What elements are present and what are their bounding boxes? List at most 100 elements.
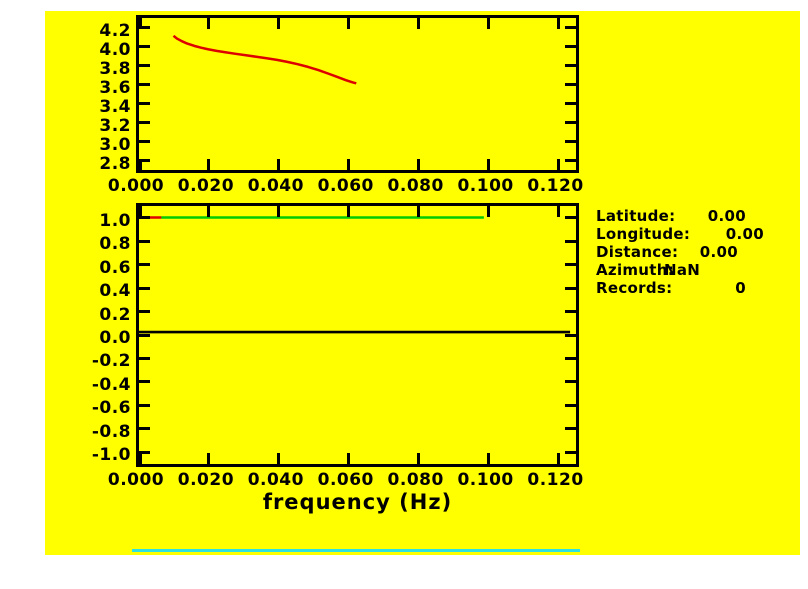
y-tick [565,286,576,290]
dispersion-plot-area[interactable] [139,18,576,170]
x-tick-label: 0.040 [247,176,304,196]
info-row-records: Records: 0 [596,279,796,297]
y-tick [565,310,576,314]
y-tick [565,140,576,143]
y-tick-label: 0.6 [99,257,131,278]
x-axis-title: frequency (Hz) [262,490,453,514]
y-tick-label: -0.6 [91,398,131,419]
plot-canvas: 2.8 3.0 3.2 3.4 3.6 3.8 4.0 4.2 0.000 0.020 0.040… [45,11,800,555]
y-tick [565,450,576,454]
y-tick [139,45,150,48]
y-tick [139,159,150,162]
x-tick [557,206,561,217]
y-tick-label: 3.4 [99,96,131,117]
x-tick-label: 0.120 [527,470,584,490]
y-tick [139,140,150,143]
x-tick [277,453,281,464]
y-tick-label: 0.8 [99,234,131,255]
y-tick-label: 2.8 [99,153,131,174]
x-tick-label: 0.040 [247,470,304,490]
y-tick [565,427,576,431]
y-tick [139,380,150,384]
y-tick [139,102,150,105]
station-info-panel: Latitude: 0.00 Longitude: 0.00 Distance:… [596,207,796,297]
y-tick [139,263,150,267]
x-tick [417,206,421,217]
y-tick-label: -0.4 [91,374,131,395]
x-tick-label: 0.080 [387,470,444,490]
waveform-plot-frame[interactable] [136,203,579,467]
series-phase velocity [172,34,357,85]
x-tick [487,159,491,170]
y-tick [565,216,576,220]
azimuth-value: NaN [664,261,701,279]
x-tick [557,453,561,464]
x-tick [347,206,351,217]
y-tick-label: 1.0 [99,210,131,231]
info-row-latitude: Latitude: 0.00 [596,207,796,225]
azimuth-label: Azimuth: [596,261,675,279]
y-tick-label: -1.0 [91,445,131,466]
info-row-longitude: Longitude: 0.00 [596,225,796,243]
y-tick-label: 3.8 [99,58,131,79]
longitude-label: Longitude: [596,225,691,243]
x-tick [417,159,421,170]
x-tick [139,159,142,170]
waveform-y-axis-labels: -1.0 -0.8 -0.6 -0.4 -0.2 0.0 0.2 0.4 0.6 0.8 1.0 [45,206,131,466]
y-tick [565,121,576,124]
y-tick [565,333,576,337]
x-tick [277,18,281,29]
x-tick [277,206,281,217]
dispersion-plot-frame[interactable] [136,15,579,173]
y-tick [139,286,150,290]
distance-label: Distance: [596,243,679,261]
y-tick [565,159,576,162]
x-tick [347,453,351,464]
x-tick [557,18,561,29]
x-tick-label: 0.120 [527,176,584,196]
x-tick-label: 0.000 [107,470,165,490]
y-tick [139,216,150,220]
dispersion-x-axis-labels: 0.000 0.020 0.040 0.060 0.080 0.100 0.120 [108,176,583,198]
x-tick [207,453,211,464]
x-tick [277,159,281,170]
y-tick-label: 3.6 [99,77,131,98]
y-tick [565,263,576,267]
x-tick [207,206,211,217]
x-tick-label: 0.080 [387,176,444,196]
x-tick-label: 0.020 [177,176,235,196]
y-tick [565,380,576,384]
y-tick [565,356,576,360]
y-tick [139,310,150,314]
x-tick [487,18,491,29]
x-tick-label: 0.100 [457,176,514,196]
y-tick [565,26,576,29]
x-tick [347,18,351,29]
x-tick-label: 0.000 [107,176,165,196]
latitude-value: 0.00 [707,207,746,225]
y-tick-label: -0.8 [91,421,131,442]
waveform-plot-area[interactable] [139,206,576,464]
y-tick-label: 0.0 [99,328,131,348]
x-tick [487,206,491,217]
y-tick-label: 0.4 [99,281,131,302]
distance-value: 0.00 [699,243,738,261]
y-tick-label: 3.2 [99,115,131,136]
y-tick-label: 3.0 [99,134,131,155]
y-tick [139,356,150,360]
x-tick [417,453,421,464]
x-tick-label: 0.020 [177,470,235,490]
x-tick [139,206,142,217]
x-tick [347,159,351,170]
waveform-traces [139,216,571,334]
x-tick [139,453,142,464]
x-tick-label: 0.100 [457,470,514,490]
y-tick [139,239,150,243]
latitude-label: Latitude: [596,207,676,225]
records-label: Records: [596,279,673,297]
x-tick [139,18,142,29]
y-tick [565,64,576,67]
y-tick-label: 4.2 [99,20,131,41]
y-tick [565,239,576,243]
x-tick [487,453,491,464]
